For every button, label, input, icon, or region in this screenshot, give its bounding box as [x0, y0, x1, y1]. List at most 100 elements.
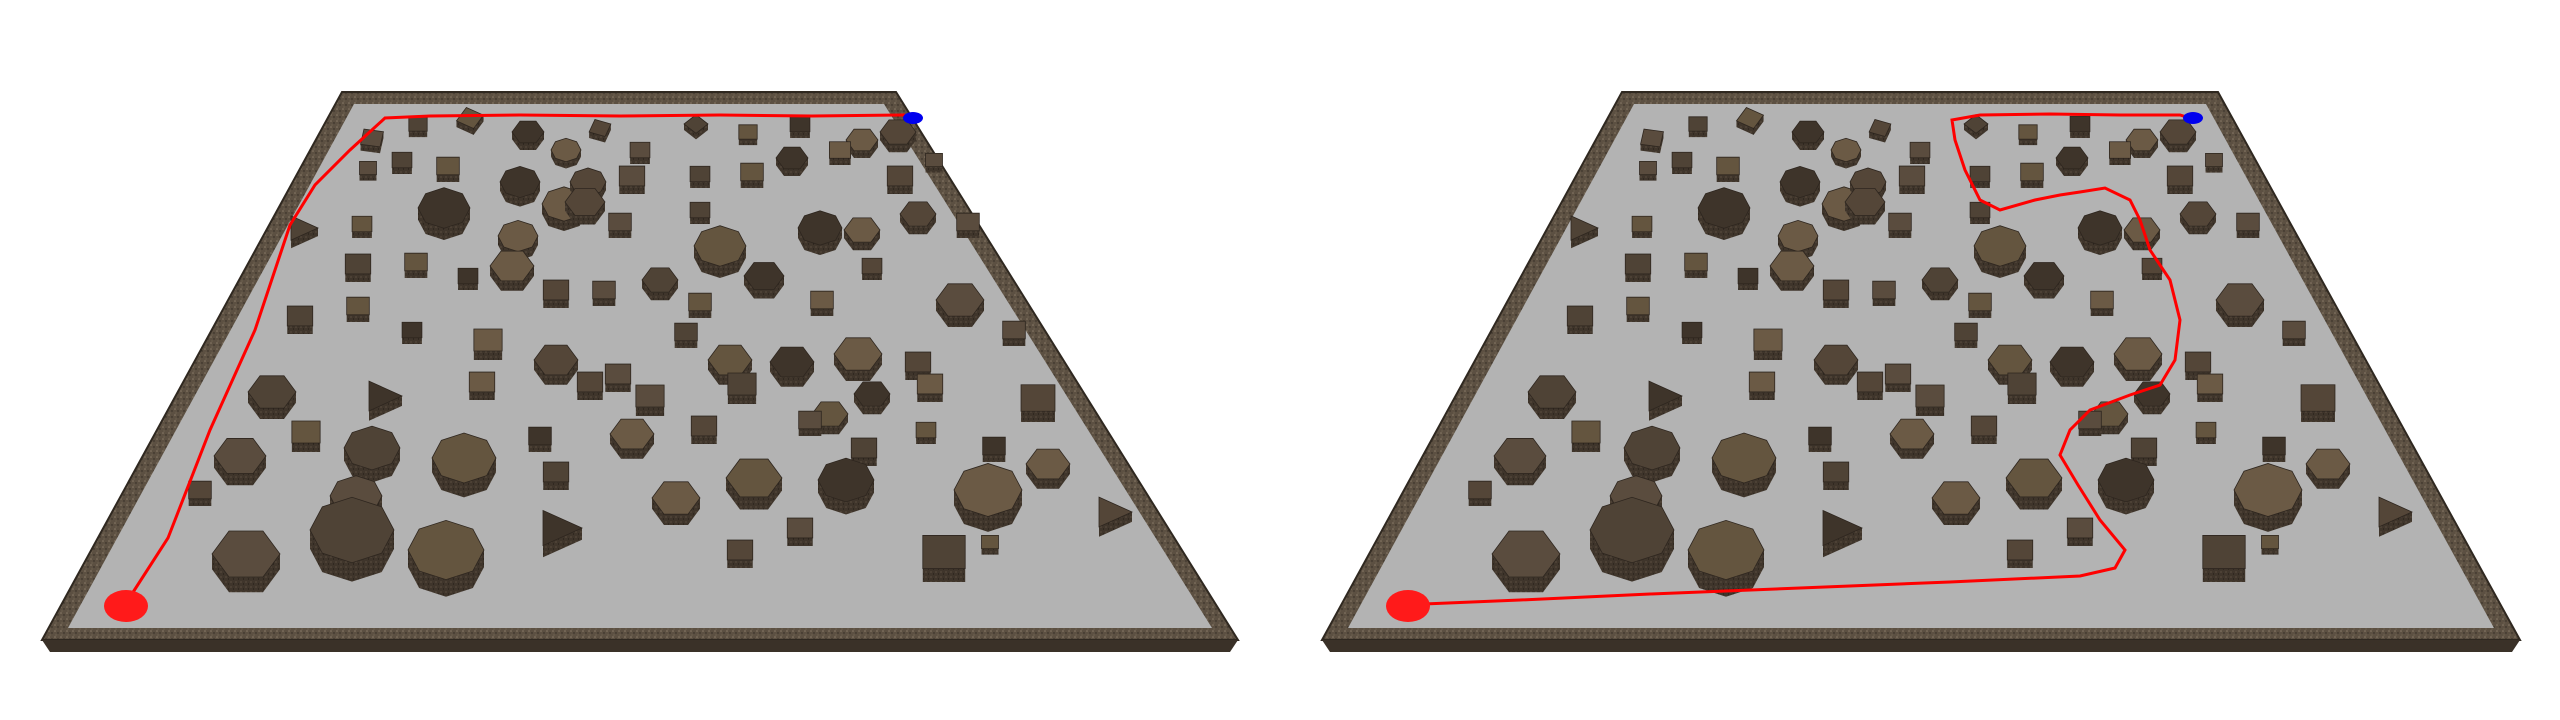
- obstacle: [1970, 415, 1998, 437]
- obstacle: [953, 463, 1023, 517]
- obstacle: [1779, 165, 1821, 199]
- obstacle: [1687, 519, 1765, 581]
- obstacle: [1491, 530, 1561, 578]
- obstacle: [743, 262, 785, 290]
- obstacle: [1808, 426, 1832, 446]
- obstacle: [528, 426, 552, 446]
- obstacle: [833, 337, 883, 371]
- obstacle: [1822, 509, 1863, 547]
- obstacle: [861, 257, 883, 275]
- obstacle: [689, 201, 711, 219]
- obstacle: [1872, 280, 1896, 300]
- obstacle: [2069, 115, 2091, 133]
- obstacle: [2262, 436, 2286, 456]
- obstacle: [2261, 534, 2279, 550]
- obstacle: [346, 296, 370, 316]
- obstacle: [843, 217, 881, 243]
- obstacle: [2378, 496, 2413, 528]
- obstacle: [1566, 305, 1594, 327]
- obstacle: [1623, 425, 1681, 471]
- obstacle: [2007, 372, 2037, 396]
- obstacle: [1813, 344, 1859, 376]
- obstacle: [817, 457, 875, 503]
- obstacle: [1098, 496, 1133, 528]
- obstacle: [674, 322, 698, 342]
- obstacle: [1002, 320, 1026, 340]
- obstacle: [1493, 438, 1547, 474]
- obstacle: [497, 219, 539, 253]
- obstacle: [457, 267, 479, 285]
- obstacle: [1697, 187, 1751, 229]
- obstacle: [291, 420, 321, 444]
- obstacle: [1624, 253, 1652, 275]
- planned-path: [126, 113, 906, 601]
- obstacle: [1969, 201, 1991, 219]
- obstacle: [1648, 380, 1683, 412]
- obstacle: [1570, 215, 1599, 241]
- obstacle: [956, 212, 980, 232]
- obstacle: [1527, 375, 1577, 409]
- obstacle: [2066, 517, 2094, 539]
- obstacle: [511, 120, 545, 144]
- obstacle: [542, 509, 583, 547]
- obstacle: [797, 210, 843, 246]
- obstacle: [1626, 296, 1650, 316]
- planned-path: [1423, 112, 2191, 606]
- obstacle: [2195, 421, 2217, 439]
- obstacle: [1671, 151, 1693, 169]
- obstacle: [2202, 535, 2246, 569]
- obstacle: [2055, 146, 2089, 170]
- obstacle: [1909, 141, 1931, 159]
- goal-marker: [903, 112, 923, 124]
- obstacle: [2077, 210, 2123, 246]
- obstacle: [213, 438, 267, 474]
- obstacle: [1921, 267, 1959, 293]
- obstacle: [2130, 437, 2158, 459]
- obstacle: [344, 253, 372, 275]
- obstacle: [925, 152, 943, 168]
- obstacle: [2282, 320, 2306, 340]
- obstacle: [688, 292, 712, 312]
- obstacle: [1968, 292, 1992, 312]
- obstacle: [2125, 128, 2159, 152]
- obstacle: [629, 141, 651, 159]
- obstacle: [1954, 322, 1978, 342]
- obstacle: [982, 436, 1006, 456]
- obstacle: [635, 384, 665, 408]
- obstacle: [725, 458, 783, 498]
- obstacle: [2236, 212, 2260, 232]
- obstacle: [401, 321, 423, 339]
- environment-panel-left: [40, 91, 1240, 652]
- obstacle: [810, 290, 834, 310]
- obstacle: [391, 151, 413, 169]
- obstacle: [1830, 137, 1862, 163]
- obstacle: [738, 124, 758, 140]
- goal-marker: [2183, 112, 2203, 124]
- obstacle: [533, 344, 579, 376]
- obstacle: [689, 165, 711, 183]
- obstacle: [828, 141, 852, 159]
- obstacle: [436, 156, 460, 176]
- obstacle: [1737, 267, 1759, 285]
- obstacle: [408, 116, 428, 132]
- obstacle: [188, 480, 212, 500]
- obstacle: [740, 162, 764, 182]
- environment-panel-right: [1320, 91, 2522, 652]
- obstacle: [604, 363, 632, 385]
- obstacle: [608, 212, 632, 232]
- obstacle: [1889, 418, 1935, 450]
- obstacle: [609, 418, 655, 450]
- obstacle: [775, 146, 809, 170]
- obstacle: [1969, 165, 1991, 183]
- obstacle: [1571, 420, 1601, 444]
- obstacle: [2179, 201, 2217, 227]
- obstacle: [2196, 373, 2224, 395]
- obstacle: [690, 415, 718, 437]
- start-marker: [1386, 590, 1430, 622]
- obstacle: [1822, 279, 1850, 301]
- obstacle: [576, 371, 604, 393]
- obstacle: [916, 373, 944, 395]
- obstacle: [1915, 384, 1945, 408]
- obstacle-field: [1468, 106, 2413, 597]
- obstacle: [899, 201, 937, 227]
